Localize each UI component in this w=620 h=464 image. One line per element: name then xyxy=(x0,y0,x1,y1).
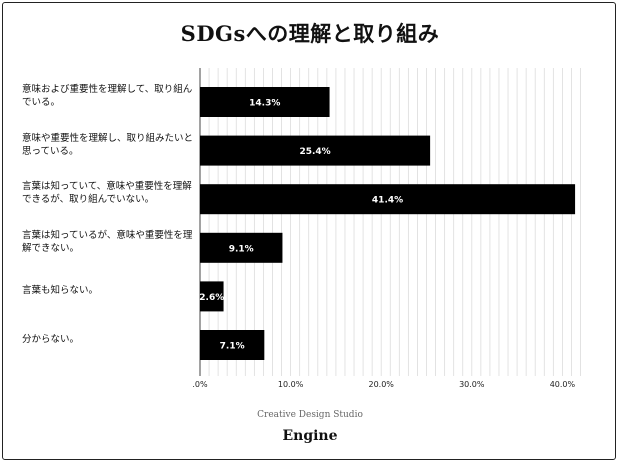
x-tick-label: 40.0% xyxy=(550,380,576,389)
x-tick-label: .0% xyxy=(192,380,208,389)
bar xyxy=(200,184,576,215)
bar-value-label: 14.3% xyxy=(249,99,280,109)
bar-value-label: 25.4% xyxy=(299,147,330,157)
bar xyxy=(200,135,431,166)
bar-value-label: 41.4% xyxy=(372,196,403,206)
category-label: 言葉は知っていて、意味や重要性を理解できるが、取り組んでいない。 xyxy=(22,181,192,206)
bar xyxy=(200,87,330,117)
bar-value-label: 9.1% xyxy=(229,244,254,254)
category-label: 意味および重要性を理解して、取り組んでいる。 xyxy=(22,84,193,108)
category-label: 分からない。 xyxy=(22,333,80,345)
x-tick-label: 30.0% xyxy=(459,380,485,389)
bar-value-label: 7.1% xyxy=(220,342,245,352)
bar xyxy=(200,232,283,263)
x-tick-label: 10.0% xyxy=(278,380,304,389)
category-label: 意味や重要性を理解し、取り組みたいと思っている。 xyxy=(22,132,194,157)
footer-studio: Creative Design Studio xyxy=(257,410,363,420)
x-tick-label: 20.0% xyxy=(368,380,394,389)
chart-title: SDGsへの理解と取り組み xyxy=(180,21,440,46)
bar xyxy=(200,330,265,360)
bar xyxy=(200,281,224,312)
bar-value-label: 2.6% xyxy=(199,293,224,303)
category-label: 言葉も知らない。 xyxy=(22,284,99,296)
footer-brand: Engine xyxy=(282,428,338,444)
category-label: 言葉は知っているが、意味や重要性を理解できない。 xyxy=(22,229,193,254)
